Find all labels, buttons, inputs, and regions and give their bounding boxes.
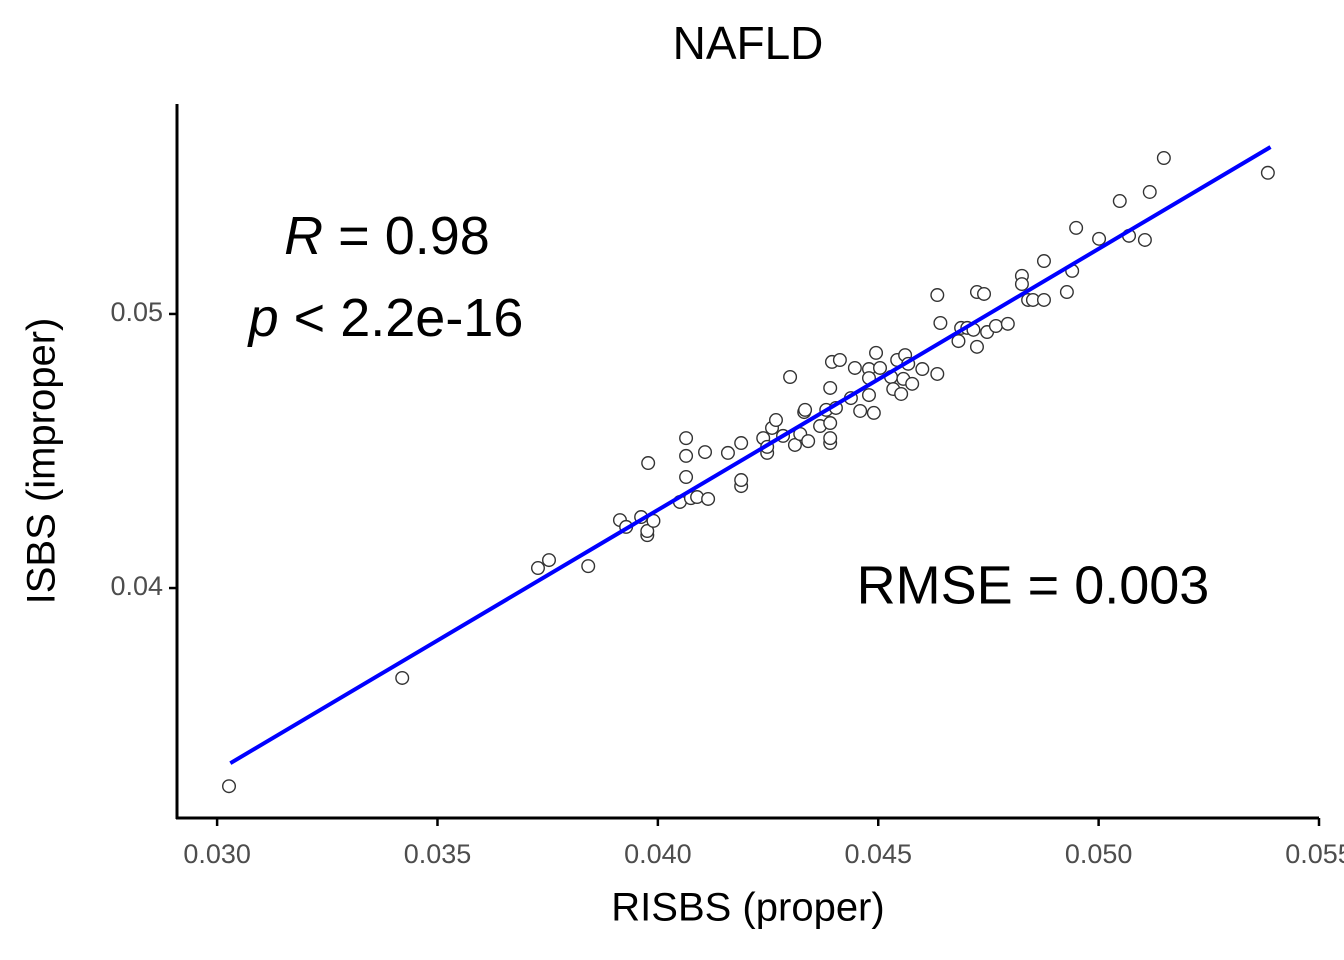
plot-area [222, 145, 1275, 794]
point [701, 491, 716, 506]
point [861, 388, 876, 403]
point [734, 436, 749, 451]
chart-title: NAFLD [673, 17, 824, 69]
point [798, 402, 813, 417]
point [832, 352, 847, 367]
point [930, 288, 945, 303]
point [768, 413, 783, 428]
point [823, 380, 838, 395]
x-axis-title: RISBS (proper) [611, 886, 884, 930]
point [853, 403, 868, 418]
p-text: < 2.2e-16 [279, 288, 524, 348]
point [395, 670, 410, 685]
point [1137, 232, 1152, 247]
r-annotation: R = 0.98 [284, 206, 490, 266]
point [930, 366, 945, 381]
point [1036, 254, 1051, 269]
point [988, 319, 1003, 334]
x-tick-label: 0.045 [844, 839, 912, 869]
point [679, 431, 694, 446]
r-symbol: R [284, 206, 323, 266]
point [1000, 316, 1015, 331]
point [933, 315, 948, 330]
point [641, 456, 656, 471]
point [1014, 277, 1029, 292]
point [823, 431, 838, 446]
point [915, 362, 930, 377]
point [823, 416, 838, 431]
y-axis-title: ISBS (improper) [20, 318, 64, 605]
point [1260, 165, 1275, 180]
point [783, 369, 798, 384]
point [679, 470, 694, 485]
point [869, 345, 884, 360]
point [640, 524, 655, 539]
point [977, 286, 992, 301]
point [894, 386, 909, 401]
p-annotation: p < 2.2e-16 [247, 288, 524, 348]
fit-line [229, 145, 1272, 765]
point [801, 434, 816, 449]
point [1059, 285, 1074, 300]
point [581, 559, 596, 574]
point [698, 445, 713, 460]
point [1069, 220, 1084, 235]
point [1092, 231, 1107, 246]
point [787, 437, 802, 452]
point [1142, 184, 1157, 199]
point [1112, 194, 1127, 209]
y-tick-label: 0.05 [110, 297, 163, 327]
point [847, 360, 862, 375]
x-tick-label: 0.030 [183, 839, 251, 869]
point [951, 334, 966, 349]
point [969, 339, 984, 354]
point [679, 448, 694, 463]
point [905, 376, 920, 391]
rmse-annotation: RMSE = 0.003 [857, 555, 1210, 615]
point [1036, 292, 1051, 307]
point [734, 473, 749, 488]
p-symbol: p [247, 288, 279, 348]
y-tick-label: 0.04 [110, 571, 163, 601]
point [866, 405, 881, 420]
point [541, 553, 556, 568]
x-tick-label: 0.050 [1065, 839, 1133, 869]
point [530, 561, 545, 576]
point [720, 445, 735, 460]
point [1156, 150, 1171, 165]
r-text: = 0.98 [323, 206, 490, 266]
point [222, 779, 237, 794]
point [873, 360, 888, 375]
x-tick-label: 0.055 [1285, 839, 1344, 869]
x-tick-label: 0.035 [404, 839, 472, 869]
x-tick-label: 0.040 [624, 839, 692, 869]
